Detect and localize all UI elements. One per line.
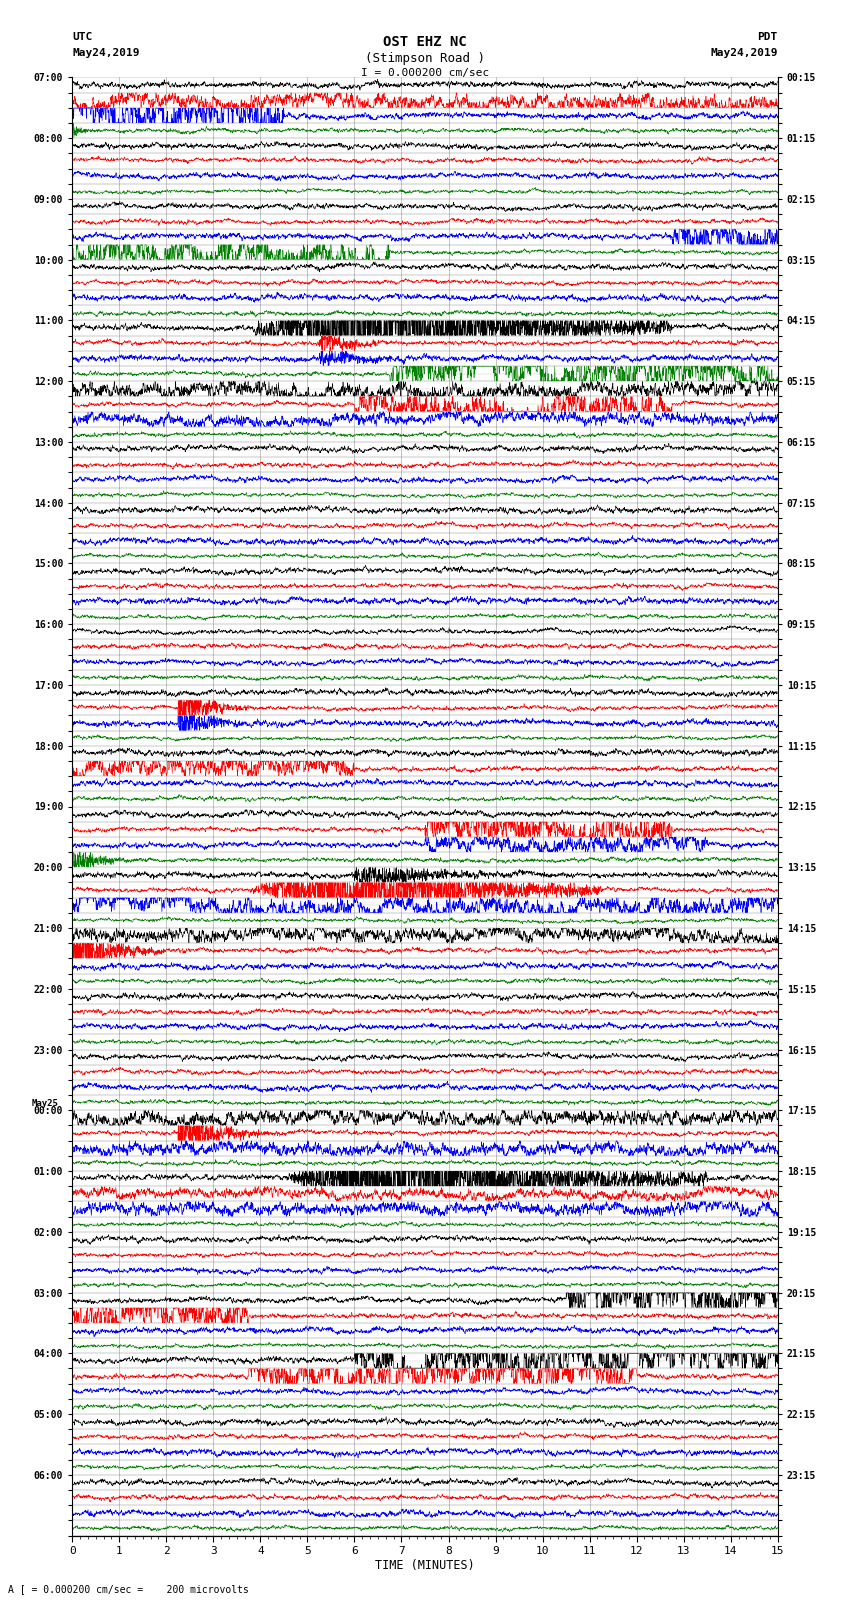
Text: OST EHZ NC: OST EHZ NC [383,35,467,50]
Text: PDT: PDT [757,32,778,42]
Text: May24,2019: May24,2019 [72,48,139,58]
X-axis label: TIME (MINUTES): TIME (MINUTES) [375,1558,475,1571]
Text: May25: May25 [31,1098,58,1108]
Text: I = 0.000200 cm/sec: I = 0.000200 cm/sec [361,68,489,77]
Text: May24,2019: May24,2019 [711,48,778,58]
Text: UTC: UTC [72,32,93,42]
Text: (Stimpson Road ): (Stimpson Road ) [365,52,485,65]
Text: A [ = 0.000200 cm/sec =    200 microvolts: A [ = 0.000200 cm/sec = 200 microvolts [8,1584,249,1594]
